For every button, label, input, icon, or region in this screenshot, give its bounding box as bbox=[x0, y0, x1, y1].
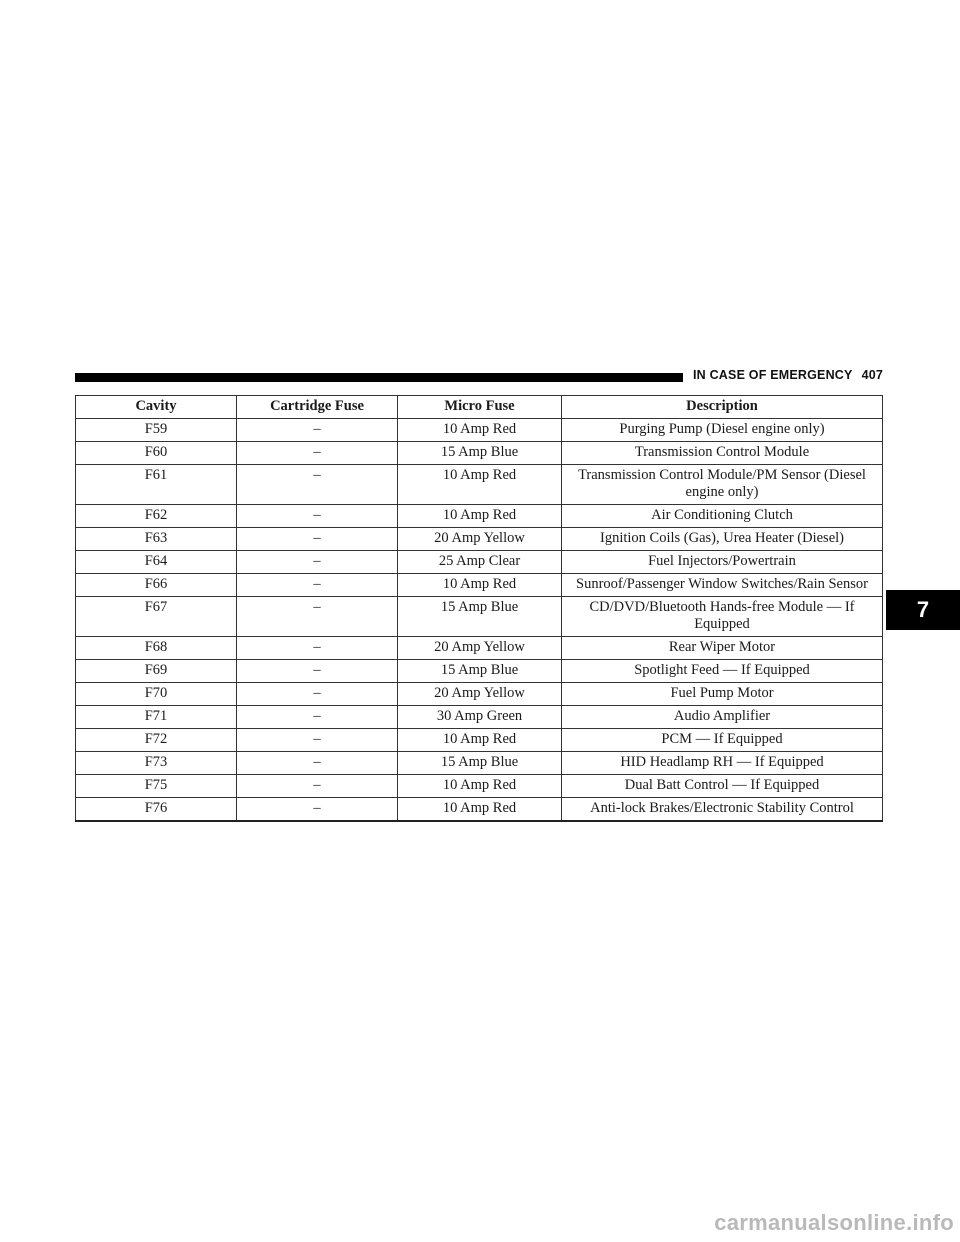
column-header-micro-fuse: Micro Fuse bbox=[397, 395, 562, 419]
cell-micro-fuse: 10 Amp Red bbox=[397, 774, 562, 798]
column-header-cavity: Cavity bbox=[75, 395, 237, 419]
cell-micro-fuse: 15 Amp Blue bbox=[397, 441, 562, 465]
cell-description: Transmission Control Module bbox=[561, 441, 883, 465]
cell-description: Rear Wiper Motor bbox=[561, 636, 883, 660]
page-number: 407 bbox=[861, 368, 884, 382]
cell-micro-fuse: 10 Amp Red bbox=[397, 728, 562, 752]
table-row: F76–10 Amp Red Anti-lock Brakes/Electroni… bbox=[75, 797, 883, 822]
cell-cartridge-fuse: – bbox=[236, 504, 398, 528]
table-row: F70–20 Amp Yellow Fuel Pump Motor bbox=[75, 682, 883, 706]
table-row: F75–10 Amp Red Dual Batt Control — If Equ… bbox=[75, 774, 883, 798]
cell-cavity: F71 bbox=[75, 705, 237, 729]
cell-cartridge-fuse: – bbox=[236, 464, 398, 505]
table-row: F67–15 Amp Blue CD/DVD/Bluetooth Hands-fr… bbox=[75, 596, 883, 637]
table-row: F63–20 Amp Yellow Ignition Coils (Gas), U… bbox=[75, 527, 883, 551]
cell-micro-fuse: 15 Amp Blue bbox=[397, 596, 562, 637]
cell-cartridge-fuse: – bbox=[236, 728, 398, 752]
fuse-table: Cavity Cartridge Fuse Micro Fuse Descrip… bbox=[75, 395, 883, 822]
column-header-cartridge-fuse: Cartridge Fuse bbox=[236, 395, 398, 419]
column-header-description: Description bbox=[561, 395, 883, 419]
cell-micro-fuse: 20 Amp Yellow bbox=[397, 682, 562, 706]
table-row: F72–10 Amp Red PCM — If Equipped bbox=[75, 728, 883, 752]
cell-micro-fuse: 10 Amp Red bbox=[397, 418, 562, 442]
cell-cavity: F69 bbox=[75, 659, 237, 683]
cell-micro-fuse: 20 Amp Yellow bbox=[397, 636, 562, 660]
cell-cavity: F59 bbox=[75, 418, 237, 442]
cell-description: Ignition Coils (Gas), Urea Heater (Diese… bbox=[561, 527, 883, 551]
cell-description: Spotlight Feed — If Equipped bbox=[561, 659, 883, 683]
cell-micro-fuse: 20 Amp Yellow bbox=[397, 527, 562, 551]
cell-description: CD/DVD/Bluetooth Hands-free Module — If … bbox=[561, 596, 883, 637]
cell-cartridge-fuse: – bbox=[236, 751, 398, 775]
cell-micro-fuse: 10 Amp Red bbox=[397, 797, 562, 822]
cell-cavity: F60 bbox=[75, 441, 237, 465]
cell-micro-fuse: 10 Amp Red bbox=[397, 464, 562, 505]
cell-description: PCM — If Equipped bbox=[561, 728, 883, 752]
table-row: F61–10 Amp Red Transmission Control Modul… bbox=[75, 464, 883, 505]
cell-cartridge-fuse: – bbox=[236, 797, 398, 822]
cell-description: Air Conditioning Clutch bbox=[561, 504, 883, 528]
table-row: F71–30 Amp Green Audio Amplifier bbox=[75, 705, 883, 729]
cell-cavity: F75 bbox=[75, 774, 237, 798]
cell-micro-fuse: 10 Amp Red bbox=[397, 504, 562, 528]
cell-cartridge-fuse: – bbox=[236, 418, 398, 442]
cell-description: Purging Pump (Diesel engine only) bbox=[561, 418, 883, 442]
cell-micro-fuse: 30 Amp Green bbox=[397, 705, 562, 729]
cell-description: Transmission Control Module/PM Sensor (D… bbox=[561, 464, 883, 505]
cell-cartridge-fuse: – bbox=[236, 573, 398, 597]
section-title: IN CASE OF EMERGENCY bbox=[693, 368, 853, 382]
cell-cavity: F76 bbox=[75, 797, 237, 822]
table-row: F60–15 Amp Blue Transmission Control Modu… bbox=[75, 441, 883, 465]
cell-cavity: F62 bbox=[75, 504, 237, 528]
cell-cavity: F68 bbox=[75, 636, 237, 660]
cell-description: HID Headlamp RH — If Equipped bbox=[561, 751, 883, 775]
cell-cartridge-fuse: – bbox=[236, 550, 398, 574]
cell-micro-fuse: 25 Amp Clear bbox=[397, 550, 562, 574]
table-row: F73–15 Amp Blue HID Headlamp RH — If Equi… bbox=[75, 751, 883, 775]
cell-cavity: F64 bbox=[75, 550, 237, 574]
cell-cartridge-fuse: – bbox=[236, 705, 398, 729]
cell-cartridge-fuse: – bbox=[236, 682, 398, 706]
cell-cavity: F61 bbox=[75, 464, 237, 505]
cell-cavity: F73 bbox=[75, 751, 237, 775]
cell-cartridge-fuse: – bbox=[236, 596, 398, 637]
table-row: F66–10 Amp Red Sunroof/Passenger Window S… bbox=[75, 573, 883, 597]
table-row: F68–20 Amp Yellow Rear Wiper Motor bbox=[75, 636, 883, 660]
cell-cartridge-fuse: – bbox=[236, 659, 398, 683]
table-row: F69–15 Amp Blue Spotlight Feed — If Equip… bbox=[75, 659, 883, 683]
table-header-row: Cavity Cartridge Fuse Micro Fuse Descrip… bbox=[75, 395, 883, 419]
chapter-tab[interactable]: 7 bbox=[886, 590, 960, 630]
cell-description: Audio Amplifier bbox=[561, 705, 883, 729]
cell-cartridge-fuse: – bbox=[236, 774, 398, 798]
running-header: IN CASE OF EMERGENCY 407 bbox=[693, 368, 883, 382]
table-row: F59–10 Amp Red Purging Pump (Diesel engin… bbox=[75, 418, 883, 442]
header-rule bbox=[75, 373, 683, 382]
cell-micro-fuse: 15 Amp Blue bbox=[397, 659, 562, 683]
cell-cavity: F72 bbox=[75, 728, 237, 752]
cell-description: Dual Batt Control — If Equipped bbox=[561, 774, 883, 798]
table-row: F64–25 Amp Clear Fuel Injectors/Powertrai… bbox=[75, 550, 883, 574]
cell-cartridge-fuse: – bbox=[236, 636, 398, 660]
cell-description: Fuel Injectors/Powertrain bbox=[561, 550, 883, 574]
cell-description: Sunroof/Passenger Window Switches/Rain S… bbox=[561, 573, 883, 597]
cell-cartridge-fuse: – bbox=[236, 441, 398, 465]
cell-micro-fuse: 10 Amp Red bbox=[397, 573, 562, 597]
cell-cavity: F66 bbox=[75, 573, 237, 597]
table-row: F62–10 Amp Red Air Conditioning Clutch bbox=[75, 504, 883, 528]
cell-micro-fuse: 15 Amp Blue bbox=[397, 751, 562, 775]
watermark-text: carmanualsonline.info bbox=[714, 1210, 954, 1235]
cell-description: Fuel Pump Motor bbox=[561, 682, 883, 706]
cell-description: Anti-lock Brakes/Electronic Stability Co… bbox=[561, 797, 883, 822]
cell-cavity: F63 bbox=[75, 527, 237, 551]
cell-cartridge-fuse: – bbox=[236, 527, 398, 551]
cell-cavity: F70 bbox=[75, 682, 237, 706]
cell-cavity: F67 bbox=[75, 596, 237, 637]
